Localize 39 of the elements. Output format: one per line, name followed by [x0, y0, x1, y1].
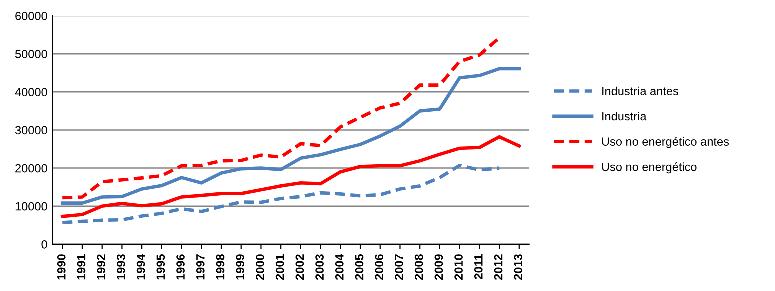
y-tick-label: 20000 [16, 164, 48, 173]
x-tick-label: 2002 [296, 254, 304, 280]
y-tick-label: 30000 [15, 126, 48, 135]
x-tick-label: 2012 [494, 254, 503, 280]
x-tick-label: 2011 [474, 254, 483, 280]
x-tick-label: 1990 [57, 254, 66, 280]
x-tick-label: 1996 [176, 254, 185, 280]
x-tick-label: 2007 [395, 254, 404, 280]
y-tick-label: 0 [42, 240, 48, 249]
legend-label: Uso no energético antes [602, 137, 730, 148]
x-tick-label: 2000 [256, 254, 264, 280]
legend-label: Industria antes [602, 86, 678, 96]
x-tick-label: 2009 [434, 254, 444, 280]
x-tick-label: 1998 [216, 254, 225, 280]
x-tick-label: 2010 [454, 254, 463, 280]
x-tick-label: 2006 [375, 254, 384, 280]
y-tick-label: 40000 [15, 88, 48, 97]
line-series [60, 135, 522, 218]
legend-label: Industria [602, 112, 647, 121]
x-tick-label: 1993 [117, 254, 126, 280]
line-series [60, 67, 522, 205]
x-tick-label: 1999 [236, 254, 245, 280]
x-tick-label: 2001 [276, 254, 284, 280]
legend-label: Uso no energético [602, 162, 697, 174]
x-tick-label: 2005 [355, 254, 364, 280]
line-series [60, 164, 502, 224]
y-tick-label: 50000 [15, 50, 48, 58]
x-tick-label: 2013 [514, 254, 523, 280]
y-tick-label: 60000 [16, 12, 48, 20]
x-tick-label: 2003 [316, 254, 324, 280]
x-tick-label: 2004 [335, 254, 344, 280]
x-tick-label: 1991 [77, 254, 86, 280]
x-tick-label: 1995 [156, 254, 166, 280]
x-tick-label: 2008 [414, 254, 424, 280]
line-series [60, 36, 502, 200]
y-tick-label: 10000 [16, 202, 48, 211]
x-tick-label: 1992 [97, 254, 106, 280]
x-tick-label: 1994 [136, 254, 146, 280]
x-tick-label: 1997 [196, 254, 205, 280]
